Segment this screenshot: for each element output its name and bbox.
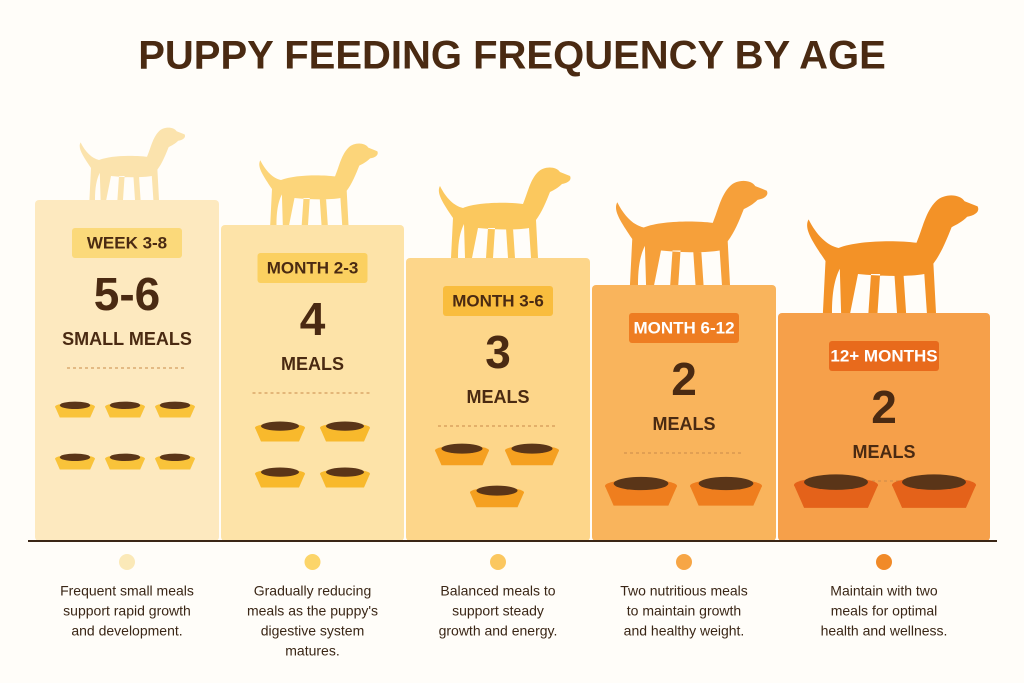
- meal-unit: MEALS: [467, 387, 530, 407]
- food-bowl: [794, 474, 878, 508]
- bowl-food: [109, 453, 141, 461]
- food-bowl: [255, 421, 305, 442]
- bowl-food: [261, 421, 299, 431]
- stage-description: Two nutritious meals: [620, 583, 748, 599]
- stage-description: support steady: [452, 603, 544, 619]
- stage-dot: [490, 554, 506, 570]
- bowl-food: [326, 421, 364, 431]
- stage-label: 12+ MONTHS: [830, 346, 937, 365]
- stage-dot: [876, 554, 892, 570]
- meal-amount: 2: [871, 381, 897, 433]
- food-bowl: [690, 476, 762, 506]
- food-bowl: [55, 453, 95, 470]
- food-bowl: [320, 421, 370, 442]
- bowl-food: [902, 474, 966, 490]
- dog-silhouette: [615, 180, 768, 285]
- bowl-food: [59, 401, 91, 409]
- stage-description: meals for optimal: [831, 603, 938, 619]
- food-bowl: [605, 476, 677, 506]
- food-bowl: [435, 443, 489, 466]
- meal-unit: MEALS: [853, 442, 916, 462]
- title: PUPPY FEEDING FREQUENCY BY AGE: [138, 34, 886, 78]
- stage-description: matures.: [285, 643, 339, 659]
- stage-badge: [72, 228, 182, 258]
- stage-label: MONTH 2-3: [267, 258, 359, 277]
- stage-description: Maintain with two: [830, 583, 938, 599]
- stage-description: and development.: [71, 623, 182, 639]
- meal-unit: MEALS: [281, 354, 344, 374]
- stage-description: and healthy weight.: [624, 623, 745, 639]
- meal-amount: 3: [485, 326, 511, 378]
- bowl-food: [59, 453, 91, 461]
- stage-badge: [257, 253, 368, 283]
- food-bowl: [55, 401, 95, 418]
- food-bowl: [255, 467, 305, 488]
- stage-panel: [221, 225, 404, 541]
- bowl-food: [159, 401, 191, 409]
- bowl-food: [109, 401, 141, 409]
- bowl-food: [326, 467, 364, 477]
- meal-amount: 2: [671, 353, 697, 405]
- food-bowl: [470, 485, 524, 508]
- stage-label: WEEK 3-8: [87, 233, 167, 252]
- dog-silhouette: [259, 143, 378, 225]
- bowl-food: [159, 453, 191, 461]
- stage-label: MONTH 3-6: [452, 291, 544, 310]
- bowl-food: [613, 476, 669, 491]
- stage-panel: [406, 258, 590, 541]
- food-bowl: [155, 401, 195, 418]
- stage-badge: [629, 313, 739, 343]
- meal-unit: MEALS: [653, 414, 716, 434]
- bowl-food: [511, 443, 553, 454]
- food-bowl: [505, 443, 559, 466]
- food-bowl: [105, 453, 145, 470]
- meal-amount: 4: [300, 293, 326, 345]
- meal-unit: SMALL MEALS: [62, 329, 192, 349]
- stage-description: Gradually reducing: [254, 583, 372, 599]
- stage-dot: [304, 554, 321, 570]
- dog-silhouette: [807, 195, 979, 313]
- bowl-food: [441, 443, 483, 454]
- stage-dot: [676, 554, 692, 570]
- bowl-food: [698, 476, 754, 491]
- stage-dot: [119, 554, 135, 570]
- stage-description: Frequent small meals: [60, 583, 194, 599]
- meal-amount: 5-6: [94, 268, 160, 320]
- stage-description: health and wellness.: [821, 623, 948, 639]
- bowl-food: [804, 474, 868, 490]
- food-bowl: [892, 474, 976, 508]
- bowl-food: [476, 485, 518, 496]
- stage-badge: [829, 341, 939, 371]
- stage-description: support rapid growth: [63, 603, 191, 619]
- dog-silhouette: [79, 127, 186, 200]
- stage-description: meals as the puppy's: [247, 603, 378, 619]
- stage-description: Balanced meals to: [440, 583, 555, 599]
- stage-label: MONTH 6-12: [633, 318, 734, 337]
- bowl-food: [261, 467, 299, 477]
- food-bowl: [320, 467, 370, 488]
- stage-badge: [443, 286, 553, 316]
- stage-description: to maintain growth: [627, 603, 741, 619]
- dog-silhouette: [438, 167, 571, 258]
- stage-description: growth and energy.: [439, 623, 558, 639]
- stage-description: digestive system: [261, 623, 364, 639]
- food-bowl: [155, 453, 195, 470]
- food-bowl: [105, 401, 145, 418]
